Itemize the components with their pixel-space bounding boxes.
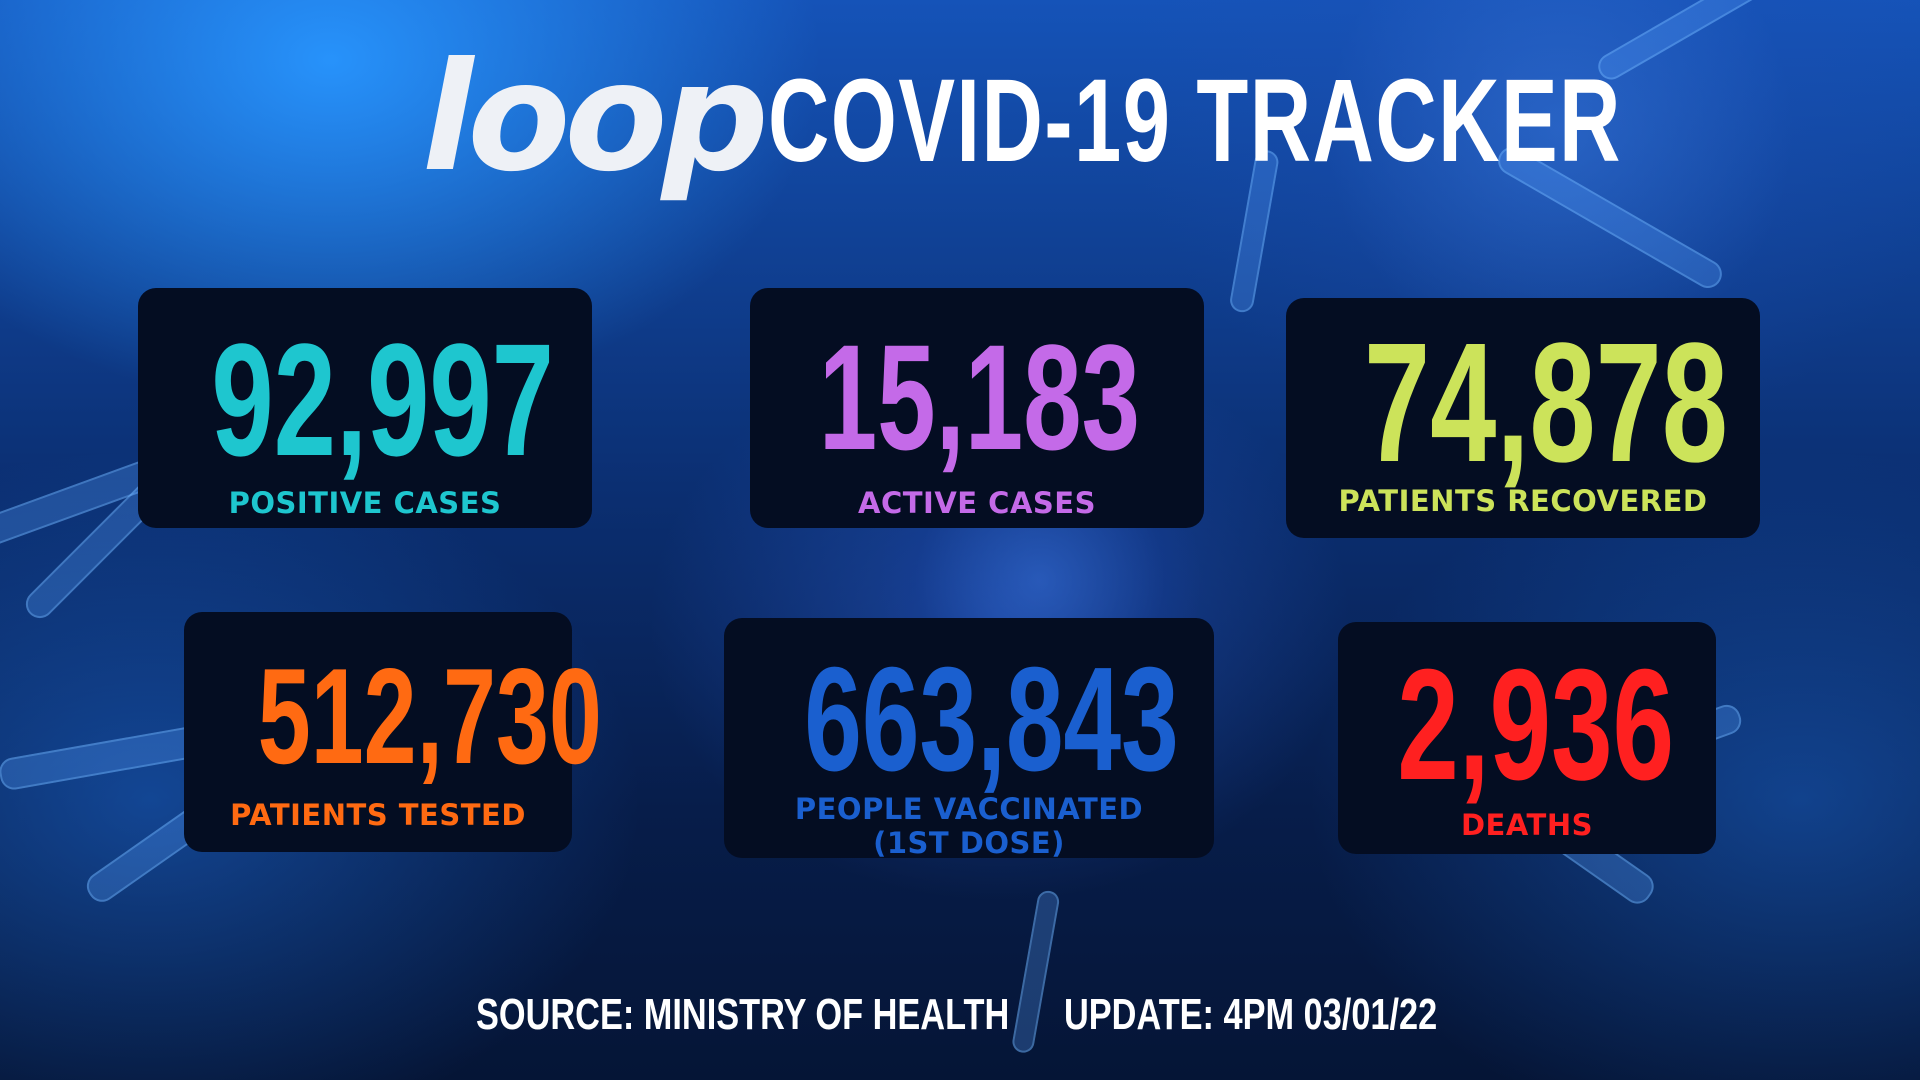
stat-value: 15,183	[818, 313, 1140, 481]
stat-label: PATIENTS TESTED	[230, 798, 526, 832]
stat-label: ACTIVE CASES	[858, 486, 1096, 520]
stat-label: PATIENTS RECOVERED	[1338, 484, 1708, 518]
page-title: COVID-19 TRACKER	[768, 55, 1622, 187]
stat-label-sub: (1ST DOSE)	[873, 826, 1065, 860]
stat-card-people-vaccinated: 663,843 PEOPLE VACCINATED (1ST DOSE)	[724, 618, 1214, 860]
virus-spike	[1010, 889, 1061, 1055]
stat-value: 663,843	[804, 637, 1179, 802]
stat-value: 74,878	[1363, 308, 1728, 498]
stat-card-deaths: 2,936 DEATHS	[1338, 622, 1716, 854]
stat-card-patients-tested: 512,730 PATIENTS TESTED	[184, 612, 602, 852]
header: loop COVID-19 TRACKER	[0, 31, 1920, 205]
stat-card-positive-cases: 92,997 POSITIVE CASES	[138, 288, 592, 528]
stat-value: 512,730	[257, 640, 602, 792]
update-text: UPDATE: 4PM 03/01/22	[1064, 990, 1438, 1039]
stat-card-active-cases: 15,183 ACTIVE CASES	[750, 288, 1204, 528]
stat-label: POSITIVE CASES	[228, 486, 502, 520]
stat-value: 2,936	[1397, 637, 1675, 813]
stat-label: PEOPLE VACCINATED	[794, 792, 1144, 826]
stat-value: 92,997	[211, 310, 554, 489]
loop-logo: loop	[422, 31, 769, 205]
source-text: SOURCE: MINISTRY OF HEALTH	[476, 990, 1010, 1039]
stat-card-patients-recovered: 74,878 PATIENTS RECOVERED	[1286, 298, 1760, 538]
stat-label: DEATHS	[1460, 808, 1593, 842]
